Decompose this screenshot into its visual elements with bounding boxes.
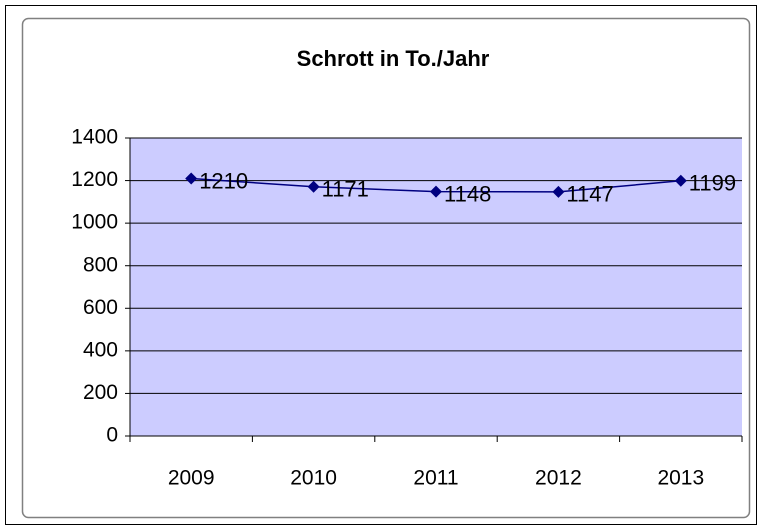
y-tick-label: 800 xyxy=(83,253,118,276)
data-label: 1148 xyxy=(444,181,491,206)
x-tick-label: 2010 xyxy=(290,467,337,490)
x-tick-label: 2012 xyxy=(535,467,582,490)
y-tick-label: 1200 xyxy=(71,168,118,191)
y-tick-label: 200 xyxy=(83,381,118,404)
x-tick-label: 2013 xyxy=(657,467,704,490)
x-tick-label: 2009 xyxy=(168,467,215,490)
marker xyxy=(430,185,442,198)
marker xyxy=(307,180,320,193)
data-label: 1147 xyxy=(566,182,613,207)
data-label: 1199 xyxy=(689,171,736,196)
y-tick-label: 1400 xyxy=(71,126,118,149)
marker xyxy=(185,172,198,185)
y-tick-label: 400 xyxy=(83,338,118,361)
chart-title: Schrott in To./Jahr xyxy=(297,46,490,71)
y-tick-label: 600 xyxy=(83,296,118,319)
data-label: 1171 xyxy=(322,177,369,202)
marker xyxy=(674,174,687,187)
x-tick-label: 2011 xyxy=(413,467,458,490)
data-label: 1210 xyxy=(199,168,248,193)
y-tick-label: 0 xyxy=(106,424,118,447)
y-tick-label: 1000 xyxy=(71,211,118,234)
marker xyxy=(552,185,565,198)
